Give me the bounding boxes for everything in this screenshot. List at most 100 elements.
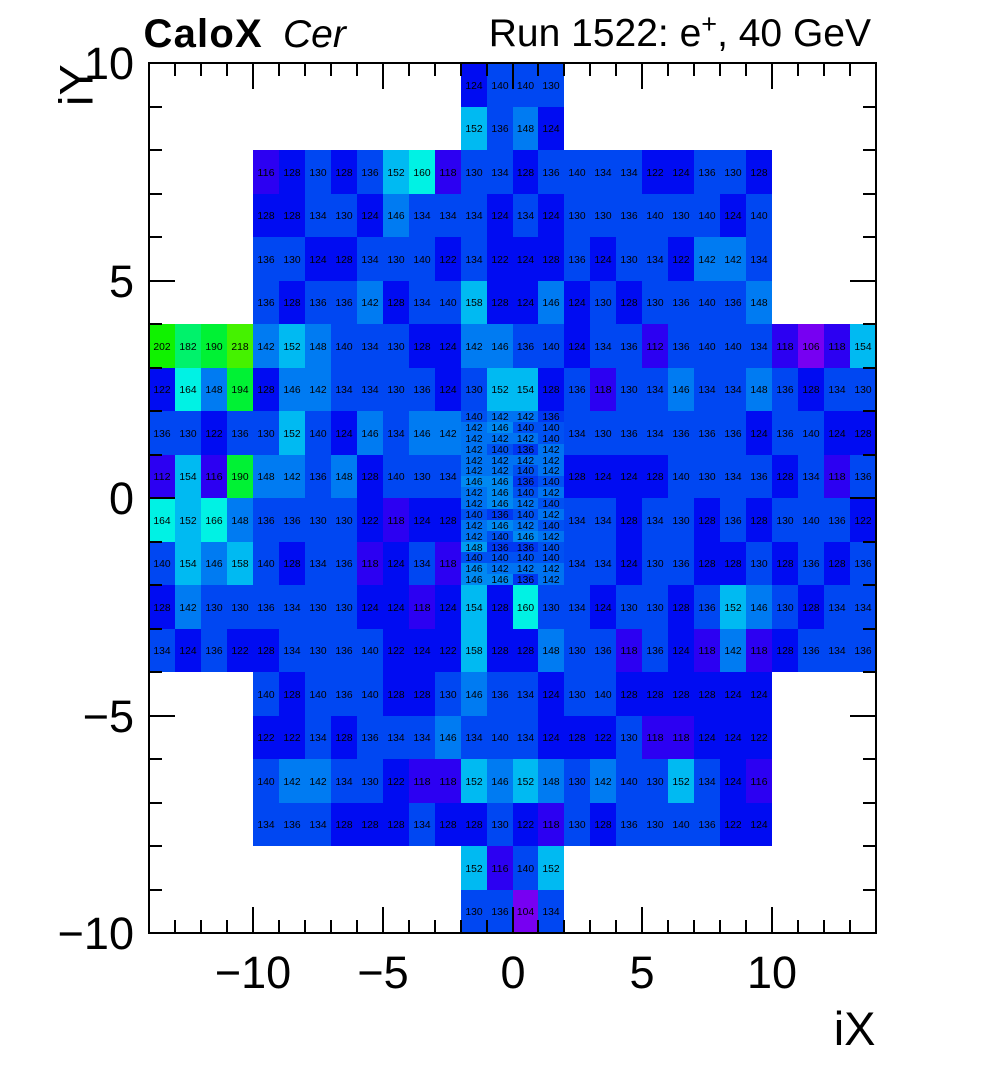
svg-text:134: 134	[854, 603, 871, 614]
svg-text:154: 154	[517, 385, 534, 396]
svg-text:128: 128	[750, 168, 767, 179]
svg-text:160: 160	[413, 168, 430, 179]
svg-text:124: 124	[361, 603, 378, 614]
svg-text:124: 124	[750, 690, 767, 701]
svg-text:130: 130	[672, 516, 689, 527]
svg-text:142: 142	[309, 385, 326, 396]
svg-text:134: 134	[413, 298, 430, 309]
svg-text:134: 134	[361, 342, 378, 353]
svg-text:140: 140	[698, 211, 715, 222]
svg-text:130: 130	[387, 385, 404, 396]
svg-text:122: 122	[750, 733, 767, 744]
svg-text:128: 128	[854, 429, 871, 440]
svg-text:140: 140	[672, 820, 689, 831]
svg-text:136: 136	[335, 559, 352, 570]
svg-text:112: 112	[153, 472, 170, 483]
svg-text:154: 154	[179, 472, 196, 483]
svg-text:152: 152	[672, 777, 689, 788]
svg-text:136: 136	[491, 543, 508, 554]
svg-text:122: 122	[361, 516, 378, 527]
svg-text:142: 142	[439, 429, 456, 440]
svg-text:124: 124	[594, 472, 611, 483]
svg-text:124: 124	[542, 733, 559, 744]
svg-text:146: 146	[465, 477, 482, 488]
svg-text:158: 158	[231, 559, 248, 570]
svg-text:136: 136	[698, 820, 715, 831]
svg-text:218: 218	[231, 342, 248, 353]
svg-text:142: 142	[594, 777, 611, 788]
svg-text:148: 148	[542, 777, 559, 788]
svg-text:118: 118	[439, 559, 456, 570]
svg-text:122: 122	[153, 385, 170, 396]
svg-text:134: 134	[620, 168, 637, 179]
svg-text:136: 136	[620, 211, 637, 222]
svg-text:118: 118	[828, 472, 845, 483]
svg-text:136: 136	[672, 342, 689, 353]
svg-text:128: 128	[542, 385, 559, 396]
svg-text:164: 164	[153, 516, 170, 527]
svg-text:142: 142	[542, 532, 559, 543]
svg-text:130: 130	[205, 603, 222, 614]
svg-text:118: 118	[439, 777, 456, 788]
svg-text:142: 142	[517, 434, 534, 445]
svg-text:134: 134	[413, 211, 430, 222]
svg-text:118: 118	[698, 646, 715, 657]
svg-text:130: 130	[568, 690, 585, 701]
svg-text:128: 128	[283, 168, 300, 179]
svg-text:130: 130	[698, 472, 715, 483]
svg-text:130: 130	[542, 81, 559, 92]
svg-text:142: 142	[361, 298, 378, 309]
svg-text:140: 140	[542, 553, 559, 564]
svg-text:140: 140	[465, 553, 482, 564]
svg-text:128: 128	[387, 298, 404, 309]
svg-text:124: 124	[568, 298, 585, 309]
svg-text:136: 136	[542, 412, 559, 423]
svg-text:128: 128	[439, 820, 456, 831]
svg-text:136: 136	[257, 603, 274, 614]
svg-text:136: 136	[491, 907, 508, 918]
svg-text:134: 134	[309, 820, 326, 831]
svg-text:130: 130	[620, 733, 637, 744]
svg-text:146: 146	[491, 777, 508, 788]
svg-text:146: 146	[465, 564, 482, 575]
svg-text:130: 130	[620, 603, 637, 614]
svg-text:148: 148	[257, 472, 274, 483]
svg-text:140: 140	[594, 690, 611, 701]
svg-text:146: 146	[542, 298, 559, 309]
svg-text:134: 134	[594, 516, 611, 527]
svg-text:142: 142	[542, 564, 559, 575]
svg-text:118: 118	[828, 342, 845, 353]
svg-text:128: 128	[283, 298, 300, 309]
svg-text:118: 118	[620, 646, 637, 657]
svg-text:152: 152	[465, 124, 482, 135]
svg-text:134: 134	[465, 211, 482, 222]
svg-text:128: 128	[672, 690, 689, 701]
svg-text:136: 136	[361, 733, 378, 744]
svg-text:136: 136	[517, 445, 534, 456]
svg-text:146: 146	[361, 429, 378, 440]
svg-text:118: 118	[387, 516, 404, 527]
svg-text:128: 128	[439, 516, 456, 527]
svg-text:128: 128	[257, 211, 274, 222]
svg-text:136: 136	[620, 342, 637, 353]
svg-text:140: 140	[568, 168, 585, 179]
svg-text:140: 140	[465, 412, 482, 423]
svg-text:124: 124	[828, 429, 845, 440]
svg-text:128: 128	[257, 385, 274, 396]
svg-text:134: 134	[465, 255, 482, 266]
svg-text:164: 164	[179, 385, 196, 396]
svg-text:136: 136	[413, 385, 430, 396]
svg-text:130: 130	[335, 516, 352, 527]
svg-text:134: 134	[568, 603, 585, 614]
svg-text:146: 146	[491, 521, 508, 532]
svg-text:130: 130	[179, 429, 196, 440]
svg-text:146: 146	[750, 603, 767, 614]
svg-text:136: 136	[828, 516, 845, 527]
svg-text:140: 140	[802, 516, 819, 527]
svg-text:130: 130	[413, 472, 430, 483]
svg-text:142: 142	[179, 603, 196, 614]
svg-text:148: 148	[309, 342, 326, 353]
svg-text:148: 148	[205, 385, 222, 396]
svg-text:136: 136	[335, 298, 352, 309]
svg-text:128: 128	[283, 690, 300, 701]
